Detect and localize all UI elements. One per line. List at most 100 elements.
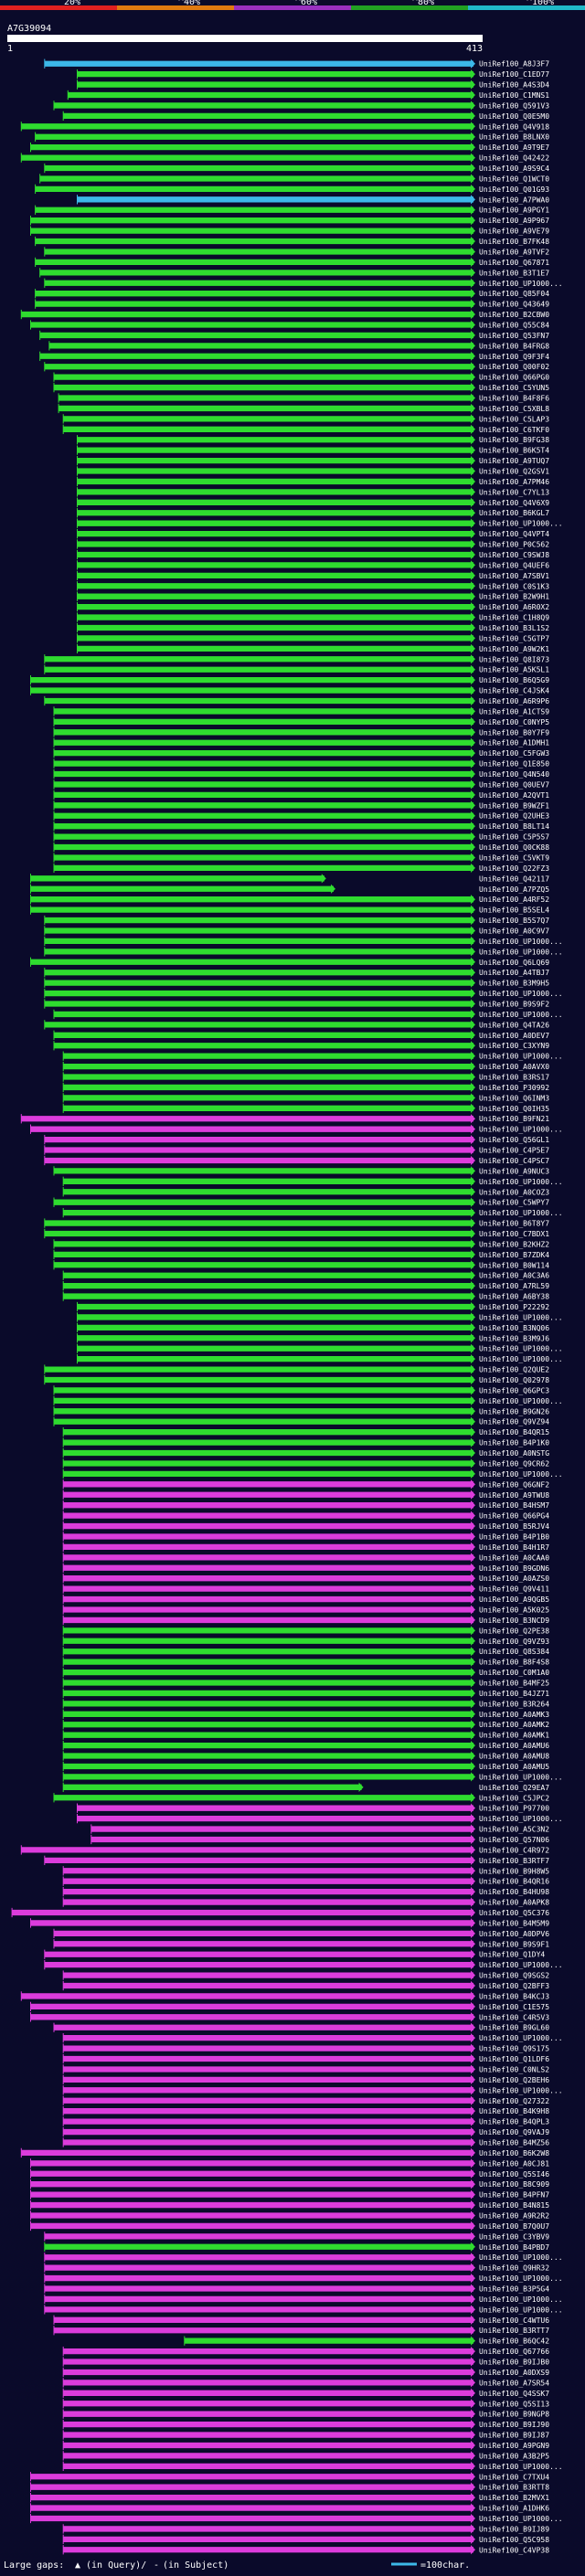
hit-label[interactable]: UniRef100_A8J3F7 xyxy=(479,60,549,69)
hit-row[interactable]: UniRef100_Q2UHE3 xyxy=(53,811,549,821)
hit-label[interactable]: UniRef100_UP1000... xyxy=(479,938,563,946)
hit-label[interactable]: UniRef100_Q9VZ94 xyxy=(479,1418,549,1426)
hit-label[interactable]: UniRef100_A0NSTG xyxy=(479,1449,549,1458)
hit-row[interactable]: UniRef100_Q57N06 xyxy=(90,1834,549,1845)
hit-label[interactable]: UniRef100_Q591V3 xyxy=(479,101,549,110)
hit-label[interactable]: UniRef100_Q66PG4 xyxy=(479,1512,549,1521)
hit-label[interactable]: UniRef100_C0M1A0 xyxy=(479,1669,549,1677)
hit-row[interactable]: UniRef100_B4QPL3 xyxy=(62,2116,549,2126)
hit-row[interactable]: UniRef100_UP1000... xyxy=(30,2513,563,2524)
hit-label[interactable]: UniRef100_A0C3A6 xyxy=(479,1272,549,1280)
hit-label[interactable]: UniRef100_B4QR15 xyxy=(479,1428,549,1436)
hit-row[interactable]: UniRef100_C5GTP7 xyxy=(77,633,550,643)
hit-label[interactable]: UniRef100_A4RF52 xyxy=(479,896,549,904)
hit-row[interactable]: UniRef100_B7ZDK4 xyxy=(53,1249,549,1259)
hit-label[interactable]: UniRef100_C4R972 xyxy=(479,1846,549,1854)
hit-label[interactable]: UniRef100_B6T8Y7 xyxy=(479,1220,549,1228)
hit-row[interactable]: UniRef100_Q53FN7 xyxy=(39,330,550,341)
hit-row[interactable]: UniRef100_C6TKF0 xyxy=(62,424,549,434)
hit-row[interactable]: UniRef100_C0NLS2 xyxy=(62,2064,549,2074)
hit-row[interactable]: UniRef100_C5P5S7 xyxy=(53,832,549,842)
hit-row[interactable]: UniRef100_Q66PG0 xyxy=(53,372,549,382)
hit-label[interactable]: UniRef100_A9PGN9 xyxy=(479,2442,549,2450)
hit-label[interactable]: UniRef100_C5YUN5 xyxy=(479,384,549,392)
hit-row[interactable]: UniRef100_Q0CK88 xyxy=(53,842,549,853)
hit-label[interactable]: UniRef100_C5XBL8 xyxy=(479,405,549,413)
hit-row[interactable]: UniRef100_B4HU98 xyxy=(62,1886,549,1897)
hit-row[interactable]: UniRef100_A6BY38 xyxy=(62,1291,549,1301)
hit-row[interactable]: UniRef100_B4N815 xyxy=(30,2200,550,2210)
hit-row[interactable]: UniRef100_Q4V6X9 xyxy=(77,497,550,507)
hit-row[interactable]: UniRef100_Q6INM3 xyxy=(62,1093,549,1103)
hit-row[interactable]: UniRef100_Q9SGS2 xyxy=(62,1970,549,1980)
hit-row[interactable]: UniRef100_C5XBL8 xyxy=(58,403,549,414)
hit-label[interactable]: UniRef100_Q1E850 xyxy=(479,760,549,769)
hit-row[interactable]: UniRef100_Q66PG4 xyxy=(62,1511,549,1521)
hit-label[interactable]: UniRef100_Q42422 xyxy=(479,154,549,163)
hit-row[interactable]: UniRef100_B8LNX0 xyxy=(35,132,550,142)
hit-row[interactable]: UniRef100_B2MVX1 xyxy=(30,2492,550,2503)
hit-label[interactable]: UniRef100_UP1000... xyxy=(479,1209,563,1217)
hit-row[interactable]: UniRef100_A8J3F7 xyxy=(44,58,549,69)
hit-label[interactable]: UniRef100_C0NLS2 xyxy=(479,2065,549,2073)
hit-row[interactable]: UniRef100_UP1000... xyxy=(44,2253,563,2263)
hit-label[interactable]: UniRef100_UP1000... xyxy=(479,1815,563,1823)
hit-row[interactable]: UniRef100_B4QR16 xyxy=(62,1876,549,1886)
hit-label[interactable]: UniRef100_A6R9P6 xyxy=(479,697,549,705)
hit-row[interactable]: UniRef100_B0W114 xyxy=(53,1260,549,1270)
hit-label[interactable]: UniRef100_Q01G93 xyxy=(479,186,549,194)
hit-row[interactable]: UniRef100_B9IJB0 xyxy=(62,2357,549,2367)
hit-row[interactable]: UniRef100_A1DHK6 xyxy=(30,2503,550,2513)
hit-label[interactable]: UniRef100_Q9HR32 xyxy=(479,2264,549,2273)
hit-label[interactable]: UniRef100_B3L1S2 xyxy=(479,624,549,632)
hit-label[interactable]: UniRef100_Q0CK88 xyxy=(479,843,549,852)
hit-row[interactable]: UniRef100_A4RF52 xyxy=(30,895,550,905)
hit-label[interactable]: UniRef100_UP1000... xyxy=(479,2253,563,2262)
hit-row[interactable]: UniRef100_A0CJ81 xyxy=(30,2158,550,2168)
hit-label[interactable]: UniRef100_A0AMU6 xyxy=(479,1742,549,1750)
hit-label[interactable]: UniRef100_B2MVX1 xyxy=(479,2494,549,2502)
hit-row[interactable]: UniRef100_A9S9C4 xyxy=(44,163,549,174)
hit-label[interactable]: UniRef100_A9R2R2 xyxy=(479,2211,549,2220)
hit-row[interactable]: UniRef100_Q4TA26 xyxy=(44,1020,549,1030)
hit-row[interactable]: UniRef100_A7SBV1 xyxy=(77,570,550,580)
hit-label[interactable]: UniRef100_B3R264 xyxy=(479,1700,549,1708)
hit-label[interactable]: UniRef100_B6Q5G9 xyxy=(479,676,549,684)
hit-label[interactable]: UniRef100_B9IJ89 xyxy=(479,2525,549,2533)
hit-label[interactable]: UniRef100_UP1000... xyxy=(479,948,563,956)
hit-row[interactable]: UniRef100_UP1000... xyxy=(62,1051,563,1061)
hit-row[interactable]: UniRef100_B3NCD9 xyxy=(62,1615,549,1626)
hit-label[interactable]: UniRef100_B4HU98 xyxy=(479,1888,549,1896)
hit-label[interactable]: UniRef100_A0AMU5 xyxy=(479,1763,549,1771)
hit-label[interactable]: UniRef100_B9NGP8 xyxy=(479,2411,549,2419)
hit-label[interactable]: UniRef100_A7SR54 xyxy=(479,2379,549,2387)
hit-label[interactable]: UniRef100_Q85F04 xyxy=(479,290,549,298)
hit-label[interactable]: UniRef100_UP1000... xyxy=(479,2463,563,2471)
hit-label[interactable]: UniRef100_C1H8Q9 xyxy=(479,614,549,622)
hit-label[interactable]: UniRef100_A5C3N2 xyxy=(479,1826,549,1834)
hit-row[interactable]: UniRef100_Q1DY4 xyxy=(44,1949,546,1959)
hit-label[interactable]: UniRef100_A9S9C4 xyxy=(479,164,549,173)
hit-row[interactable]: UniRef100_C4R5V3 xyxy=(30,2012,550,2022)
hit-row[interactable]: UniRef100_B3RTT7 xyxy=(53,2326,549,2336)
hit-label[interactable]: UniRef100_B4PFN7 xyxy=(479,2191,549,2200)
hit-label[interactable]: UniRef100_Q1LDF6 xyxy=(479,2055,549,2063)
hit-row[interactable]: UniRef100_Q9VZ93 xyxy=(62,1636,549,1646)
hit-label[interactable]: UniRef100_A9NUC3 xyxy=(479,1167,549,1175)
hit-label[interactable]: UniRef100_B3RTF7 xyxy=(479,1857,549,1865)
hit-label[interactable]: UniRef100_Q2PE38 xyxy=(479,1627,549,1635)
hit-label[interactable]: UniRef100_A2QVT1 xyxy=(479,791,549,800)
hit-row[interactable]: UniRef100_B3RTF7 xyxy=(44,1855,549,1865)
hit-row[interactable]: UniRef100_UP1000... xyxy=(53,1395,563,1406)
hit-row[interactable]: UniRef100_B6KGL7 xyxy=(77,508,550,518)
hit-row[interactable]: UniRef100_B6Q5G9 xyxy=(30,674,550,685)
hit-row[interactable]: UniRef100_C5VKT9 xyxy=(53,853,549,863)
hit-row[interactable]: UniRef100_B9S9F2 xyxy=(44,999,549,1009)
hit-label[interactable]: UniRef100_B4QPL3 xyxy=(479,2118,549,2126)
hit-label[interactable]: UniRef100_B9WZF1 xyxy=(479,801,549,810)
hit-row[interactable]: UniRef100_C5FGW3 xyxy=(53,748,549,758)
hit-row[interactable]: UniRef100_Q42422 xyxy=(20,153,549,163)
hit-row[interactable]: UniRef100_A7RL59 xyxy=(62,1280,549,1291)
hit-row[interactable]: UniRef100_A1DMH1 xyxy=(53,737,549,747)
hit-label[interactable]: UniRef100_A9PGY1 xyxy=(479,207,549,215)
